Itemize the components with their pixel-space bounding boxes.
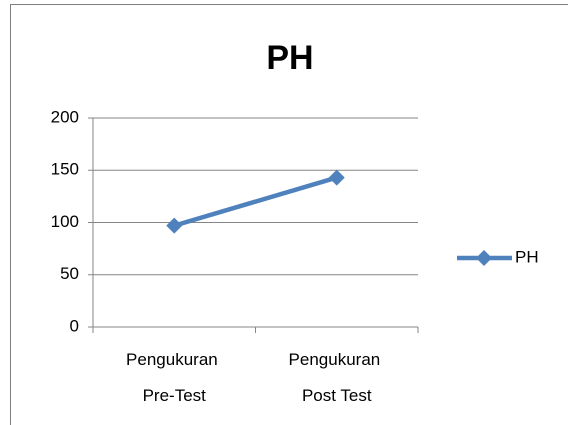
y-tick-label: 200 [51,107,79,126]
x-tick-label: Pengukuran Post Test [289,350,385,405]
y-tick-label: 0 [70,316,79,335]
chart-title: PH [266,39,313,77]
legend-marker [476,250,492,266]
legend-label: PH [515,247,539,266]
x-tick-label: Pengukuran Pre-Test [126,350,222,405]
y-tick-label: 50 [60,264,79,283]
y-tick-label: 150 [51,160,79,179]
y-tick-label: 100 [51,212,79,231]
data-point [166,217,183,234]
series-line [173,175,338,228]
data-point [328,169,345,186]
chart-border [10,4,568,425]
